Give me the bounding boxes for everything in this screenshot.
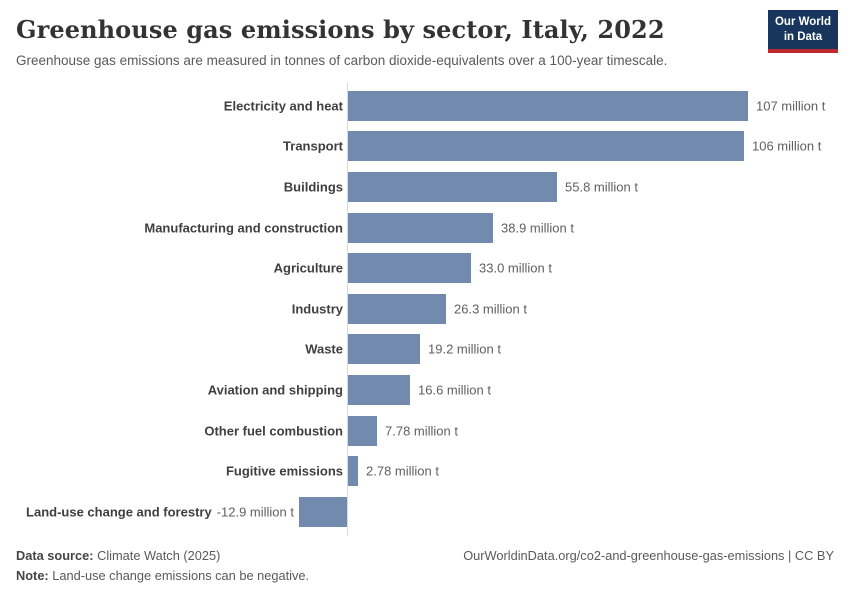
category-label: Aviation and shipping <box>207 382 343 398</box>
bar <box>299 496 347 527</box>
bar <box>348 171 557 202</box>
bar <box>348 415 377 446</box>
category-label: Agriculture <box>273 260 343 276</box>
bar <box>348 212 493 243</box>
value-label: 26.3 million t <box>454 301 527 317</box>
note-label: Note: <box>16 568 49 584</box>
value-label: 16.6 million t <box>418 382 491 398</box>
bar <box>348 374 410 405</box>
footer-left: Data source: Climate Watch (2025) Note: … <box>16 546 309 586</box>
data-source-value: Climate Watch (2025) <box>93 548 221 564</box>
zero-axis-line <box>347 83 348 537</box>
value-label: 33.0 million t <box>479 260 552 276</box>
note-value: Land-use change emissions can be negativ… <box>48 568 310 584</box>
category-label: Buildings <box>283 179 343 195</box>
category-label: Electricity and heat <box>223 98 343 114</box>
value-label: 38.9 million t <box>501 220 574 236</box>
value-label: 7.78 million t <box>385 423 458 439</box>
owid-logo: Our World in Data <box>767 10 838 53</box>
value-label: 19.2 million t <box>428 341 501 357</box>
credit-line: OurWorldinData.org/co2-and-greenhouse-ga… <box>463 548 834 564</box>
page-title: Greenhouse gas emissions by sector, Ital… <box>16 15 665 44</box>
value-label: 55.8 million t <box>565 179 638 195</box>
bar <box>348 253 471 284</box>
value-label: 107 million t <box>756 98 826 114</box>
owid-logo-line1: Our World <box>774 16 831 28</box>
bar-chart: 107 million t Electricity and heat 106 mil… <box>0 83 850 537</box>
note-line: Note: Land-use change emissions can be n… <box>16 566 309 586</box>
value-label: -12.9 million t <box>216 504 294 520</box>
page-subtitle: Greenhouse gas emissions are measured in… <box>16 52 668 68</box>
bar <box>348 456 358 487</box>
chart-header: Greenhouse gas emissions by sector, Ital… <box>0 0 850 69</box>
bar <box>348 334 420 365</box>
category-label: Manufacturing and construction <box>144 220 343 236</box>
owid-logo-line2: in Data <box>783 30 823 43</box>
category-label: Other fuel combustion <box>204 423 343 439</box>
category-label: Fugitive emissions <box>225 463 343 479</box>
bar <box>348 293 446 324</box>
value-label: 2.78 million t <box>366 463 439 479</box>
category-label: Transport <box>283 138 343 154</box>
chart-footer: Data source: Climate Watch (2025) Note: … <box>0 532 850 586</box>
category-label: Waste <box>305 341 343 357</box>
bar <box>348 131 744 162</box>
value-label: 106 million t <box>752 138 822 154</box>
data-source-label: Data source: <box>16 548 94 564</box>
bar <box>348 90 748 121</box>
data-source-line: Data source: Climate Watch (2025) <box>16 546 309 566</box>
category-label: Industry <box>291 301 343 317</box>
category-label: Land-use change and forestry -12.9 millio… <box>26 504 294 520</box>
